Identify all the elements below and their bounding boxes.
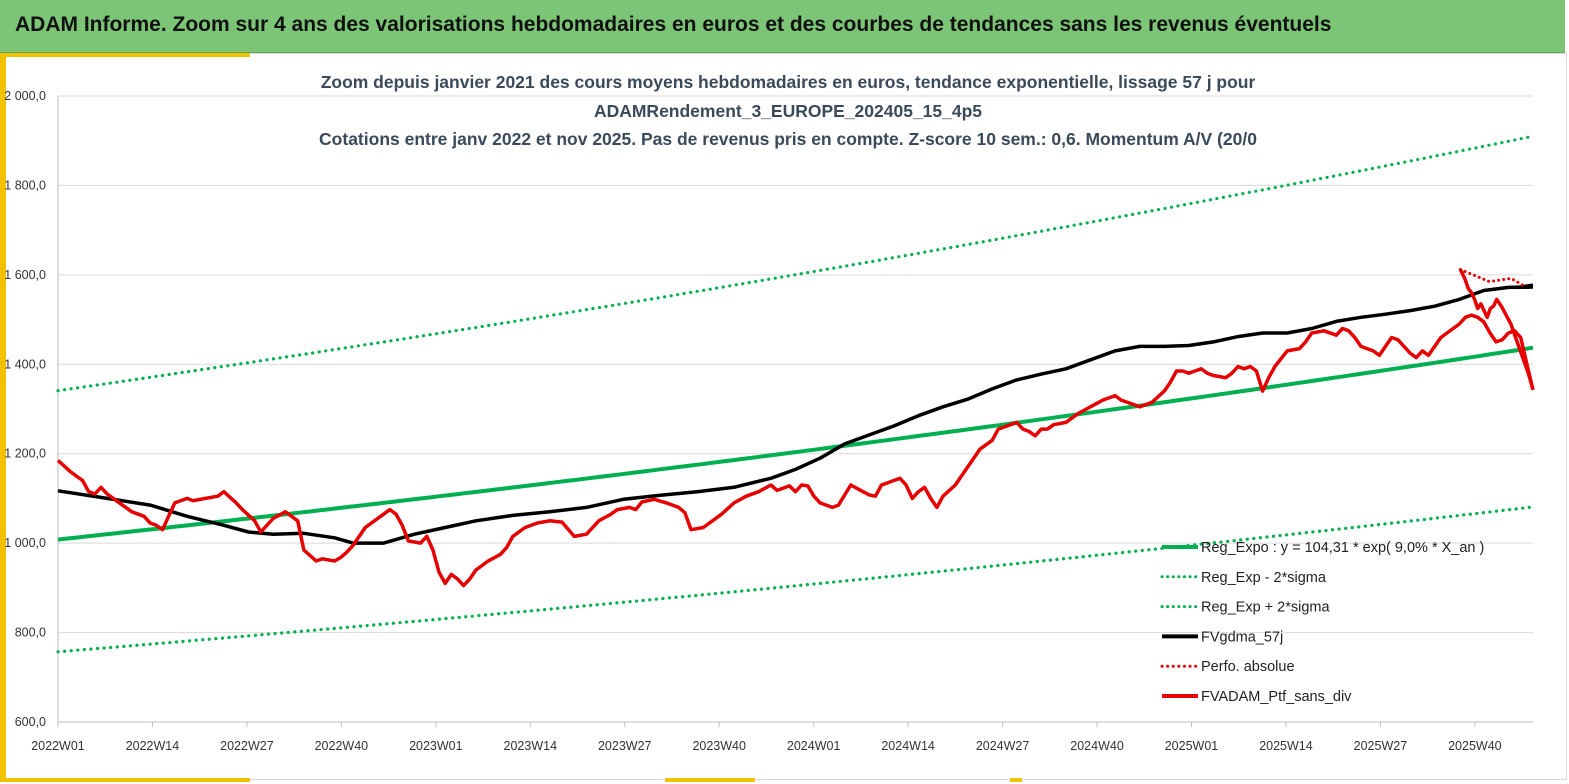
- series-reg-plus-2sigma: [56, 134, 1535, 393]
- axis-ticks: 600,0 800,0 1 000,0 1 200,0 1 400,0 1 600,0 1 …: [4, 89, 1501, 753]
- x-tick-label: 2025W40: [1448, 739, 1502, 753]
- series-reg-expo: [57, 345, 1534, 542]
- x-tick-label: 2022W01: [31, 739, 85, 753]
- legend-label: FVADAM_Ptf_sans_div: [1201, 689, 1352, 705]
- y-tick-label: 800,0: [15, 626, 46, 640]
- accent-stripe-bottom: [665, 778, 755, 782]
- series: [56, 134, 1535, 654]
- y-tick-label: 1 600,0: [4, 268, 46, 282]
- y-tick-label: 1 200,0: [4, 447, 46, 461]
- x-tick-label: 2024W27: [976, 739, 1030, 753]
- x-tick-label: 2023W27: [598, 739, 652, 753]
- accent-stripe-top: [0, 53, 250, 57]
- legend-label: FVgdma_57j: [1201, 629, 1283, 645]
- x-tick-label: 2023W14: [504, 739, 558, 753]
- chart-title-line-2: ADAMRendement_3_EUROPE_202405_15_4p5: [594, 101, 982, 121]
- y-tick-label: 1 800,0: [4, 178, 46, 192]
- legend-label: Reg_Exp + 2*sigma: [1201, 600, 1330, 616]
- series-fvgdma-57j: [57, 285, 1534, 545]
- series-perfo-absolue: [1458, 268, 1528, 289]
- accent-stripe-bottom: [1010, 778, 1022, 782]
- legend-label: Perfo. absolue: [1201, 659, 1295, 675]
- accent-stripe-bottom: [0, 778, 250, 782]
- series-fvadam-ptf-tail: [1458, 268, 1535, 391]
- y-tick-label: 1 400,0: [4, 357, 46, 371]
- y-tick-label: 2 000,0: [4, 89, 46, 103]
- x-tick-label: 2022W27: [220, 739, 274, 753]
- x-tick-label: 2024W40: [1070, 739, 1124, 753]
- series-fvadam-ptf: [56, 313, 1535, 588]
- x-tick-label: 2023W01: [409, 739, 463, 753]
- x-tick-label: 2025W14: [1259, 739, 1313, 753]
- y-tick-label: 1 000,0: [4, 536, 46, 550]
- header-banner: ADAM Informe. Zoom sur 4 ans des valoris…: [0, 0, 1565, 53]
- legend-label: Reg_Exp - 2*sigma: [1201, 570, 1327, 586]
- x-tick-label: 2024W14: [881, 739, 935, 753]
- x-tick-label: 2022W40: [315, 739, 369, 753]
- x-tick-label: 2024W01: [787, 739, 841, 753]
- x-tick-label: 2022W14: [126, 739, 180, 753]
- grid: [57, 95, 1533, 723]
- series-reg-minus-2sigma: [56, 505, 1535, 654]
- legend: Reg_Expo : y = 104,31 * exp( 9,0% * X_an…: [1160, 540, 1484, 705]
- x-tick-label: 2023W40: [692, 739, 746, 753]
- legend-label: Reg_Expo : y = 104,31 * exp( 9,0% * X_an…: [1201, 540, 1484, 556]
- y-tick-label: 600,0: [15, 715, 46, 729]
- report-title: ADAM Informe. Zoom sur 4 ans des valoris…: [15, 13, 1332, 36]
- x-tick-label: 2025W27: [1354, 739, 1408, 753]
- chart-title-line-1: Zoom depuis janvier 2021 des cours moyen…: [321, 72, 1256, 92]
- series-fvgdma-57j-tail: [1518, 283, 1534, 290]
- x-tick-label: 2025W01: [1165, 739, 1219, 753]
- accent-stripe-left: [0, 53, 6, 781]
- chart-title-line-3: Cotations entre janv 2022 et nov 2025. P…: [319, 129, 1257, 149]
